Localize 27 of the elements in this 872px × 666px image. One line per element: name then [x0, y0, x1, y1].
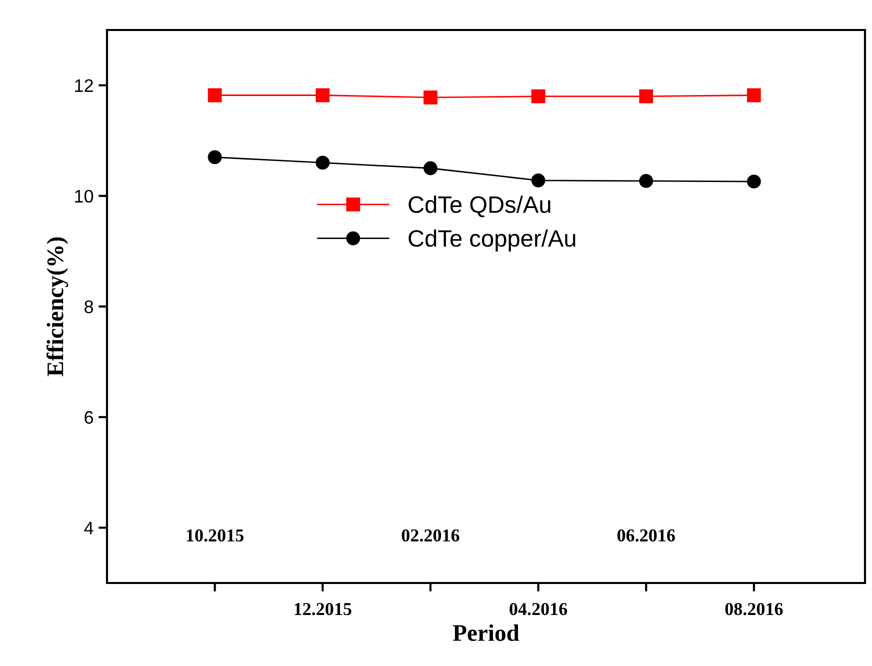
y-axis-title: Efficiency(%) — [46, 237, 68, 376]
point — [639, 174, 654, 188]
y-tick-label: 10 — [75, 190, 94, 203]
x-tick-label: 10.2015 — [186, 529, 244, 542]
point — [316, 156, 330, 170]
point — [531, 173, 546, 188]
legend-label: CdTe QDs/Au — [408, 196, 550, 218]
x-tick-label: 06.2016 — [617, 529, 675, 542]
point — [208, 88, 222, 102]
legend-label: CdTe copper/Au — [408, 229, 576, 252]
point — [424, 161, 438, 176]
y-tick-label: 8 — [84, 300, 94, 314]
x-axis-title: Period — [452, 624, 520, 641]
point — [531, 89, 546, 104]
x-tick-label: 04.2016 — [510, 602, 568, 616]
point — [424, 90, 438, 104]
point — [746, 88, 761, 102]
point — [208, 150, 222, 164]
y-tick-label: 6 — [84, 411, 94, 424]
point — [639, 89, 654, 104]
point — [316, 88, 330, 102]
y-tick-label: 4 — [84, 522, 94, 534]
y-tick-label: 12 — [75, 79, 93, 92]
x-tick-label: 12.2015 — [294, 602, 352, 616]
point — [746, 174, 761, 188]
x-tick-label: 08.2016 — [725, 602, 783, 616]
x-tick-label: 02.2016 — [402, 529, 460, 542]
